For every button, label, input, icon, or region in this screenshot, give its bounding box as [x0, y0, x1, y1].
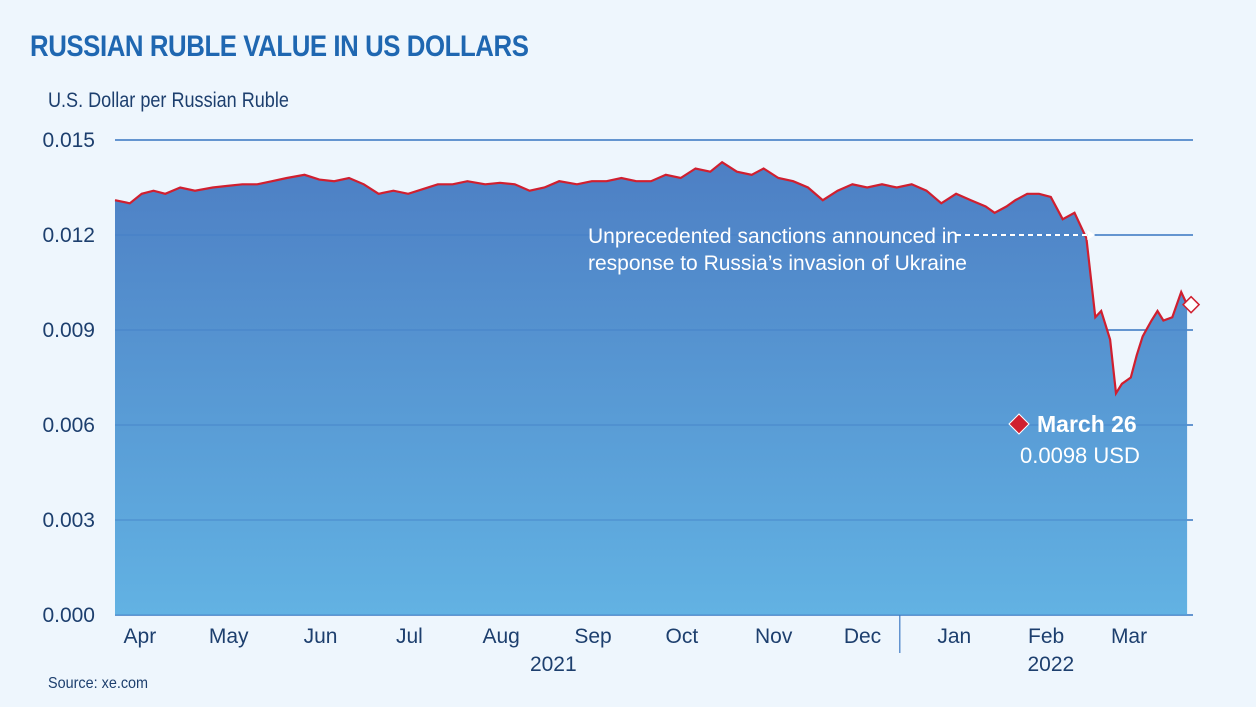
callout-date: March 26: [1037, 411, 1137, 437]
x-tick-label: Jan: [937, 625, 971, 648]
source-note: Source: xe.com: [48, 675, 149, 692]
year-label: 2022: [1027, 653, 1074, 676]
y-tick-label: 0.006: [42, 414, 95, 437]
x-tick-label: Feb: [1028, 625, 1064, 648]
x-tick-label: Dec: [844, 625, 881, 648]
series-line: [114, 160, 1189, 397]
y-tick-label: 0.012: [42, 224, 95, 247]
callout-diamond: [1008, 413, 1030, 435]
x-tick-label: Oct: [666, 625, 699, 648]
x-tick-label: Jun: [304, 625, 338, 648]
x-tick-labels: Apr May Jun Jul Aug Sep Oct Nov Dec Jan Feb Mar 2021…: [124, 615, 1147, 676]
annotation-text: Unprecedented sanctions announced in: [588, 225, 958, 248]
x-tick-label: May: [209, 625, 249, 648]
callout: March 26 0.0098 USD: [1008, 295, 1201, 468]
annotation-text: response to Russia’s invasion of Ukraine: [588, 252, 967, 275]
x-tick-label: Aug: [483, 625, 520, 648]
chart-title: RUSSIAN RUBLE VALUE IN US DOLLARS: [30, 30, 529, 63]
end-marker: [1182, 295, 1201, 314]
callout-value: 0.0098 USD: [1020, 443, 1140, 468]
x-tick-label: Mar: [1111, 625, 1147, 648]
y-tick-label: 0.009: [42, 319, 95, 342]
x-tick-label: Sep: [574, 625, 611, 648]
x-tick-label: Nov: [755, 625, 793, 648]
y-tick-label: 0.015: [42, 129, 95, 152]
annotation-arrowhead: [1087, 230, 1096, 240]
x-tick-label: Jul: [396, 625, 423, 648]
area-fill: [115, 162, 1188, 615]
year-label: 2021: [530, 653, 577, 676]
y-tick-labels: 0.000 0.003 0.006 0.009 0.012 0.015: [42, 129, 95, 627]
annotation: Unprecedented sanctions announced in resp…: [588, 225, 1096, 275]
x-tick-label: Apr: [124, 625, 157, 648]
y-tick-label: 0.003: [42, 509, 95, 532]
y-tick-label: 0.000: [42, 604, 95, 627]
y-axis-label: U.S. Dollar per Russian Ruble: [48, 89, 289, 112]
